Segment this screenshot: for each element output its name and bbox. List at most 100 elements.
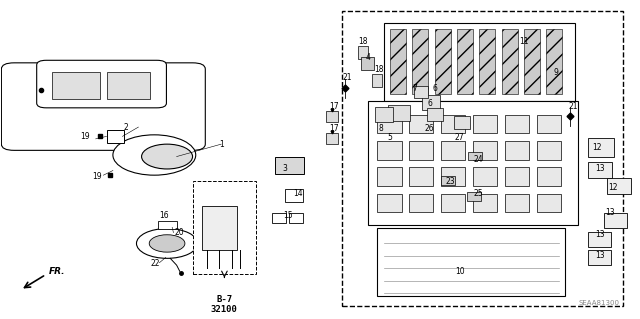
Text: 14: 14 xyxy=(293,189,303,198)
Bar xyxy=(473,194,497,212)
Bar xyxy=(435,29,451,94)
Bar xyxy=(342,11,623,306)
Bar xyxy=(457,29,473,94)
Bar xyxy=(378,141,401,160)
Bar xyxy=(390,29,406,94)
Bar xyxy=(479,29,495,94)
Text: 10: 10 xyxy=(456,267,465,276)
Bar xyxy=(604,213,627,228)
Bar xyxy=(467,192,481,201)
Text: 4: 4 xyxy=(365,53,370,62)
Bar xyxy=(412,29,428,94)
Bar xyxy=(441,167,465,186)
Bar xyxy=(454,115,470,129)
Bar xyxy=(441,141,465,160)
Bar xyxy=(524,29,540,94)
Bar xyxy=(378,167,401,186)
Bar xyxy=(289,213,303,223)
Bar xyxy=(441,176,455,185)
Circle shape xyxy=(113,135,196,175)
Bar xyxy=(502,29,518,94)
Bar xyxy=(409,115,433,133)
Bar xyxy=(473,167,497,186)
Bar xyxy=(361,57,374,70)
Text: 19: 19 xyxy=(92,172,102,181)
FancyBboxPatch shape xyxy=(1,63,205,150)
Bar xyxy=(285,189,303,202)
Bar xyxy=(358,46,368,59)
Text: 21: 21 xyxy=(342,73,352,82)
Text: 19: 19 xyxy=(81,132,90,141)
Bar xyxy=(588,162,612,178)
Bar xyxy=(505,115,529,133)
Text: 12: 12 xyxy=(593,143,602,152)
Bar xyxy=(326,133,339,144)
Bar xyxy=(378,115,401,133)
Bar xyxy=(378,228,565,296)
Text: 18: 18 xyxy=(358,37,367,46)
Bar xyxy=(378,194,401,212)
Bar xyxy=(537,115,561,133)
Text: 8: 8 xyxy=(378,124,383,133)
Text: B-7
32100: B-7 32100 xyxy=(211,295,238,314)
Bar xyxy=(409,167,433,186)
Bar xyxy=(193,182,256,274)
Text: 20: 20 xyxy=(175,228,184,237)
Text: 9: 9 xyxy=(554,68,558,77)
Bar xyxy=(384,23,575,101)
Text: 13: 13 xyxy=(596,251,605,260)
Text: 12: 12 xyxy=(609,183,618,192)
Text: 3: 3 xyxy=(282,165,287,174)
Bar xyxy=(537,141,561,160)
Bar xyxy=(422,95,440,110)
Bar xyxy=(326,111,339,122)
Bar xyxy=(157,221,177,228)
Bar xyxy=(368,101,578,225)
Bar xyxy=(427,108,443,121)
Text: 17: 17 xyxy=(329,124,339,133)
Bar xyxy=(409,141,433,160)
Text: 11: 11 xyxy=(519,37,529,46)
Bar xyxy=(202,206,237,250)
Text: 6: 6 xyxy=(427,99,432,108)
Text: 24: 24 xyxy=(473,155,483,164)
Bar xyxy=(376,107,394,122)
Text: 13: 13 xyxy=(605,208,615,217)
Text: 7: 7 xyxy=(412,84,417,93)
Bar xyxy=(473,141,497,160)
Bar xyxy=(372,74,383,87)
Bar xyxy=(537,194,561,212)
Bar xyxy=(468,152,482,160)
Bar xyxy=(473,115,497,133)
Bar xyxy=(588,250,611,265)
Text: SEAA81300: SEAA81300 xyxy=(579,300,620,306)
Bar xyxy=(607,178,631,194)
Text: 26: 26 xyxy=(425,124,435,133)
Bar xyxy=(409,194,433,212)
Text: 6: 6 xyxy=(432,84,437,93)
Bar xyxy=(588,138,614,157)
Text: 16: 16 xyxy=(159,211,169,220)
Bar xyxy=(537,167,561,186)
Circle shape xyxy=(141,144,193,169)
Text: 13: 13 xyxy=(596,230,605,239)
Bar xyxy=(106,130,124,143)
Text: 2: 2 xyxy=(124,122,128,131)
Bar xyxy=(505,167,529,186)
Bar xyxy=(505,194,529,212)
Text: 22: 22 xyxy=(151,259,161,268)
Text: FR.: FR. xyxy=(49,267,66,276)
Text: 27: 27 xyxy=(454,133,464,143)
FancyBboxPatch shape xyxy=(36,60,166,108)
Bar xyxy=(505,141,529,160)
Bar xyxy=(546,29,562,94)
Text: 5: 5 xyxy=(388,133,392,143)
Circle shape xyxy=(136,228,198,258)
Text: 15: 15 xyxy=(284,211,293,220)
Text: 21: 21 xyxy=(569,102,579,111)
Text: 13: 13 xyxy=(596,165,605,174)
Bar xyxy=(441,115,465,133)
Text: 18: 18 xyxy=(374,65,384,74)
Bar xyxy=(441,194,465,212)
Text: 25: 25 xyxy=(473,189,483,198)
